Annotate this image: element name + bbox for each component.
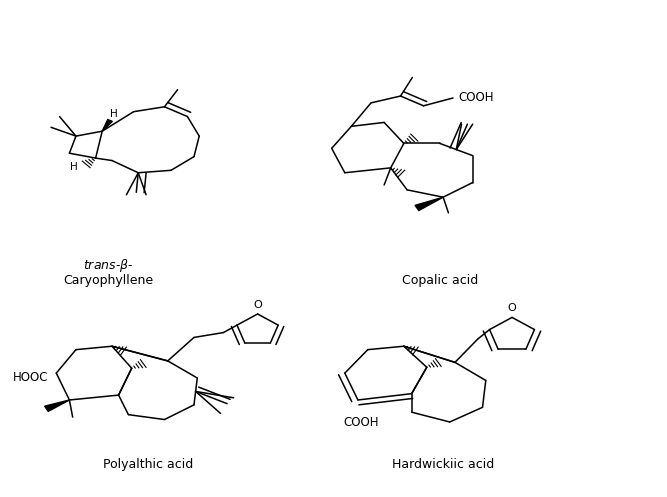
Polygon shape [45,400,69,412]
Text: HOOC: HOOC [13,371,49,384]
Text: COOH: COOH [458,91,494,104]
Text: Caryophyllene: Caryophyllene [63,274,154,287]
Text: O: O [253,300,262,310]
Text: Copalic acid: Copalic acid [402,274,478,287]
Polygon shape [102,120,112,131]
Text: Polyalthic acid: Polyalthic acid [103,458,193,471]
Text: H: H [110,109,118,119]
Text: H: H [69,162,77,172]
Text: O: O [508,304,516,314]
Text: $\mathit{trans}$-$\beta$-: $\mathit{trans}$-$\beta$- [83,257,134,274]
Text: COOH: COOH [344,415,379,428]
Polygon shape [415,197,443,211]
Text: Hardwickiic acid: Hardwickiic acid [392,458,494,471]
